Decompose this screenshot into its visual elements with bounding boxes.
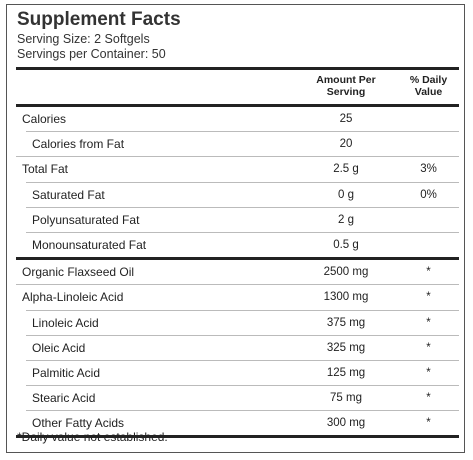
row: Alpha-Linoleic Acid 1300 mg * <box>16 284 459 309</box>
nutrient-name: Calories <box>22 112 67 127</box>
row: Organic Flaxseed Oil 2500 mg * <box>16 260 459 284</box>
nutrient-name: Saturated Fat <box>32 187 105 202</box>
amount: 2.5 g <box>333 163 359 176</box>
amount: 25 <box>339 113 353 126</box>
sub-row: Calories from Fat 20 <box>26 131 459 156</box>
sub-row: Saturated Fat 0 g 0% <box>26 181 459 207</box>
nutrient-name: Palmitic Acid <box>32 365 101 380</box>
nutrient-name: Oleic Acid <box>32 340 86 355</box>
row: Total Fat 2.5 g 3% <box>16 156 459 181</box>
daily-value-header: % Daily Value <box>409 74 448 98</box>
nutrient-name: Polyunsaturated Fat <box>32 212 140 227</box>
daily-value: * <box>426 417 431 430</box>
daily-value: * <box>426 392 431 405</box>
daily-value: 3% <box>420 163 437 176</box>
row: Calories 25 <box>16 107 459 131</box>
amount: 375 mg <box>326 316 366 329</box>
sub-row: Other Fatty Acids 300 mg * <box>26 410 459 435</box>
sub-row: Monounsaturated Fat 0.5 g <box>26 231 459 257</box>
amount: 20 <box>339 138 353 151</box>
sub-row: Linoleic Acid 375 mg * <box>26 309 459 335</box>
sub-row: Polyunsaturated Fat 2 g <box>26 206 459 232</box>
sub-row: Stearic Acid 75 mg * <box>26 385 459 410</box>
facts-table: Amount Per Serving % Daily Value Calorie… <box>16 67 459 439</box>
amount: 1300 mg <box>323 291 369 304</box>
amount: 2 g <box>338 213 354 226</box>
table-section: Organic Flaxseed Oil 2500 mg * Alpha-Linole… <box>16 260 459 439</box>
daily-value: 0% <box>420 188 437 201</box>
table-header: Amount Per Serving % Daily Value <box>16 70 459 107</box>
daily-value: * <box>426 366 431 379</box>
amount: 300 mg <box>326 417 366 430</box>
amount: 125 mg <box>326 366 366 379</box>
amount: 2500 mg <box>323 266 369 279</box>
servings-per-container: Servings per Container: 50 <box>17 47 166 61</box>
nutrient-name: Linoleic Acid <box>32 315 99 330</box>
nutrient-name: Other Fatty Acids <box>32 416 125 431</box>
amount: 0.5 g <box>333 239 359 252</box>
daily-value: * <box>426 316 431 329</box>
nutrient-name: Stearic Acid <box>32 391 96 406</box>
amount-header: Amount Per Serving <box>316 74 376 98</box>
amount: 325 mg <box>326 341 366 354</box>
nutrient-name: Organic Flaxseed Oil <box>22 265 135 280</box>
nutrient-name: Monounsaturated Fat <box>32 238 147 253</box>
daily-value: * <box>426 341 431 354</box>
amount: 0 g <box>338 188 354 201</box>
footnote: *Daily value not established. <box>17 430 168 444</box>
nutrient-name: Calories from Fat <box>32 137 125 152</box>
daily-value: * <box>426 266 431 279</box>
nutrient-name: Alpha-Linoleic Acid <box>22 290 124 305</box>
sub-row: Oleic Acid 325 mg * <box>26 334 459 360</box>
amount: 75 mg <box>330 392 362 405</box>
nutrient-name: Total Fat <box>22 162 69 177</box>
daily-value: * <box>426 291 431 304</box>
title: Supplement Facts <box>17 9 181 30</box>
serving-size: Serving Size: 2 Softgels <box>17 32 150 46</box>
table-section: Calories 25 Calories from Fat 20 Total Fat 2.… <box>16 107 459 261</box>
sub-row: Palmitic Acid 125 mg * <box>26 359 459 385</box>
facts-panel: Supplement Facts Serving Size: 2 Softgel… <box>6 4 465 453</box>
